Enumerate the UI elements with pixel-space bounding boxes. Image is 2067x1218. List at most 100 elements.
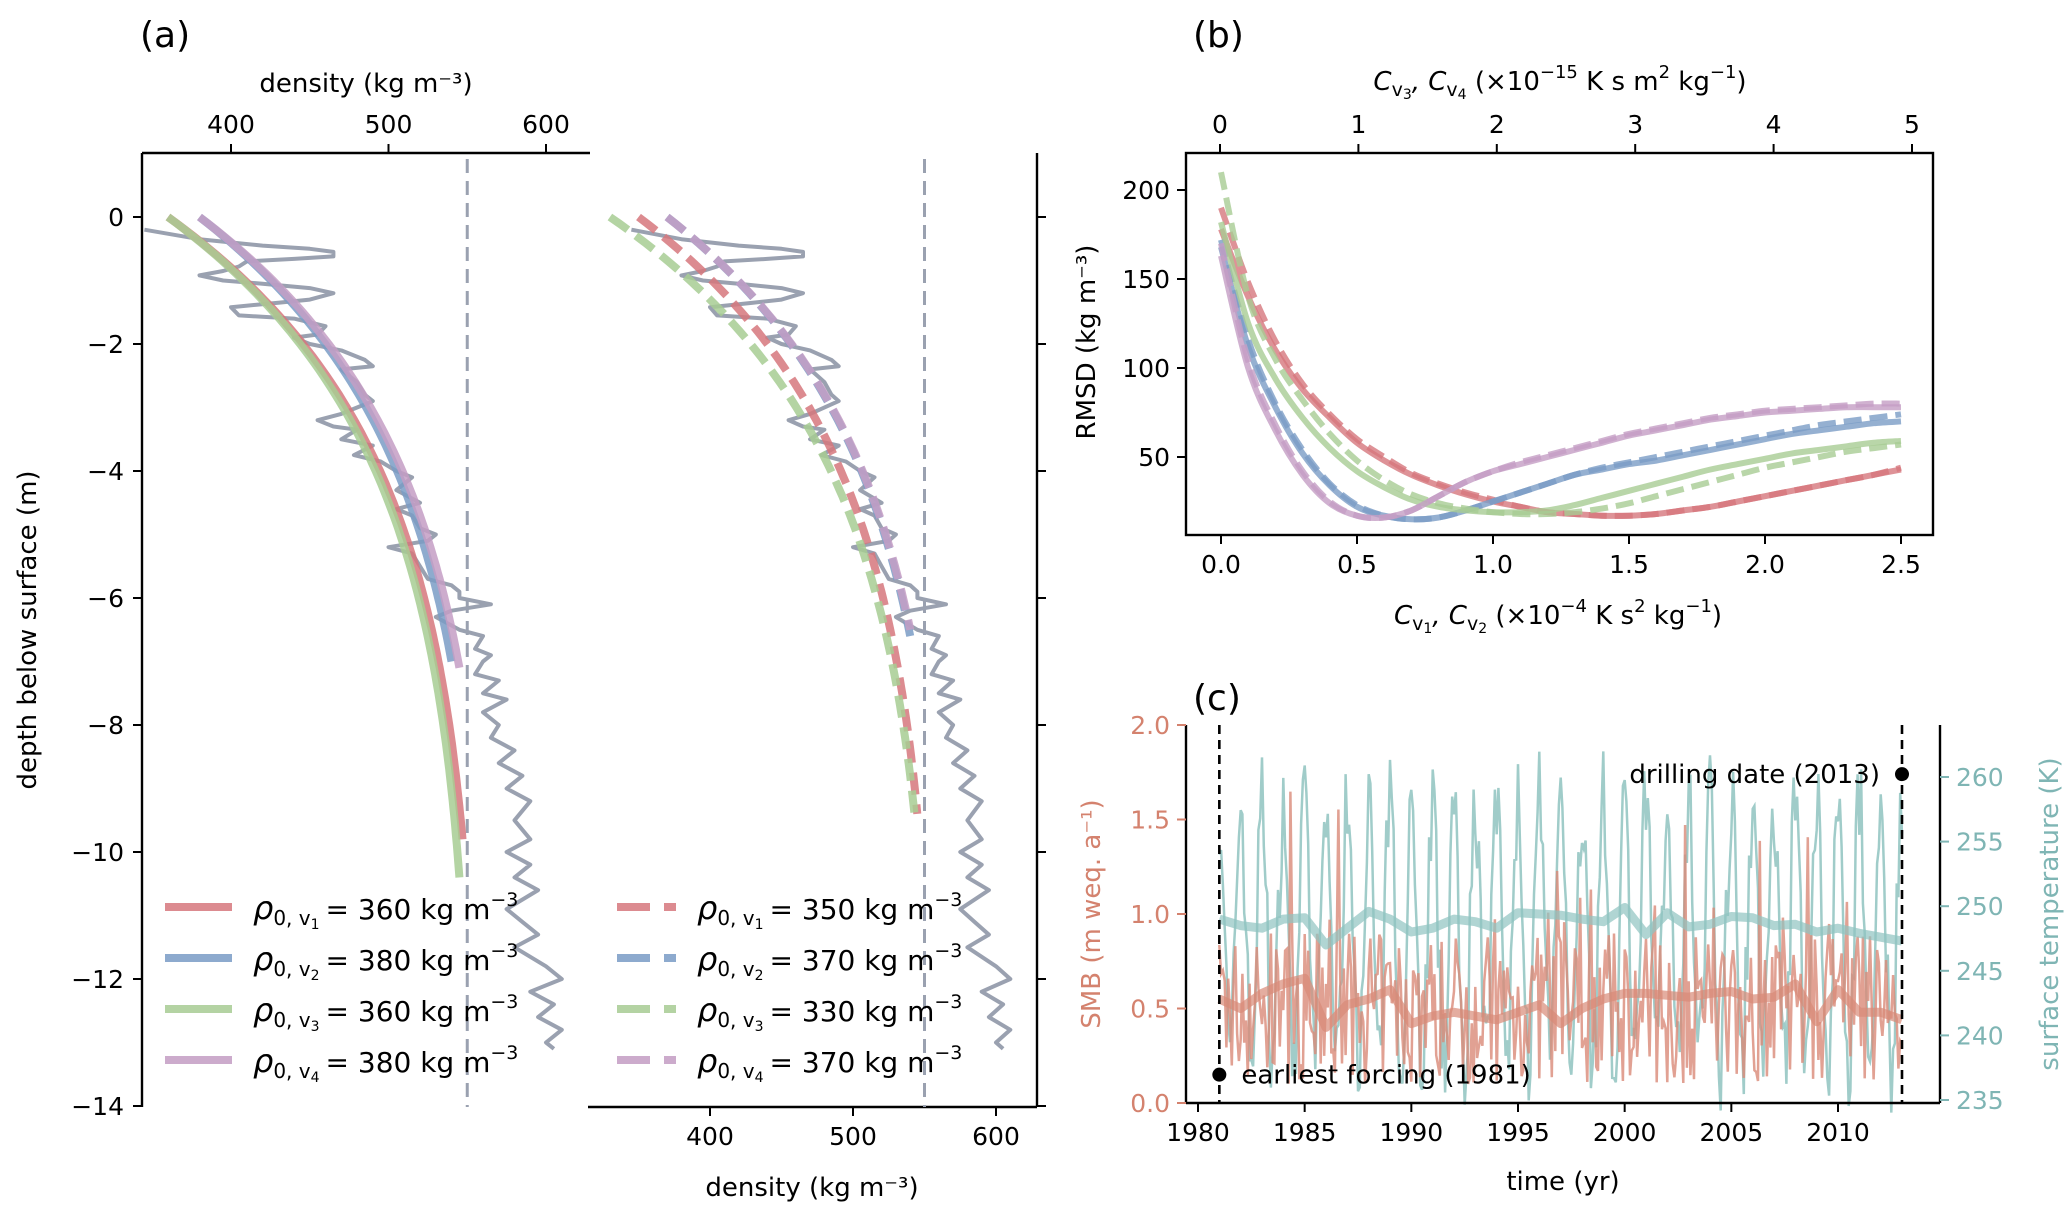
b-top-xtick-label: 2 [1489,110,1505,139]
label-part: C [1373,67,1392,97]
model-line-v3 [165,213,464,878]
rmsd-line-v3-dashed [1218,171,1902,518]
model-line-v2 [197,213,456,663]
a-left-subplot: 400 500 600 [142,110,590,1107]
c-xtick-label: 1990 [1380,1118,1444,1147]
model-line-v4 [664,213,915,631]
label-part: (×10 [1467,67,1540,97]
a-legend-left: ρ0, v1 = 360 kg m−3ρ0, v2 = 380 kg m−3ρ0, … [165,889,518,1086]
label-part: 4 [1458,87,1467,103]
a-ylabel: depth below surface (m) [13,470,43,789]
legend-sub: 0, v [273,1008,310,1032]
a-ytick-label: −10 [71,838,124,867]
rmsd-line-v1-dashed [1218,206,1902,519]
label-part: ) [1736,67,1746,97]
c-xtick-label: 2005 [1700,1118,1764,1147]
b-xlabel-top: Cv3, Cv4 (×10−15 K s m2 kg−1) [1373,62,1746,103]
legend-sub: 0, v [717,1059,754,1083]
a-y-axis: 0 −2 −4 −6 −8 −10 −12 −14 [71,153,144,1121]
b-ytick-label: 200 [1122,176,1170,205]
b-xtick-label: 2.5 [1881,550,1921,579]
b-plot: 50 100 150 200 0.0 0.5 1.0 1.5 2.0 2.5 0 1 2 3 4 5 [1122,110,1935,579]
a-ytick-label: −4 [87,457,124,486]
c-xtick-label: 1985 [1273,1118,1337,1147]
label-part: 2 [1478,621,1487,637]
model-line-v4 [197,213,464,669]
legend-label: ρ0, v3 = 360 kg m−3 [253,991,518,1035]
panel-label-c: (c) [1193,678,1241,719]
c-right-ytick-label: 255 [1956,828,2004,857]
drilling-date-label: drilling date (2013) [1629,760,1880,790]
legend-idx: 1 [311,917,320,933]
legend-idx: 4 [311,1070,320,1086]
label-part: v [1412,613,1423,635]
b-ytick-label: 50 [1138,443,1170,472]
temperature-smoothed-line [1217,903,1903,950]
panel-c: (c) 1980 1985 1990 1995 2000 2005 2010 0.0 0.5 1.… [1077,678,2065,1197]
legend-rho: ρ [253,991,273,1029]
b-xtick-label: 0.0 [1201,550,1241,579]
b-xtick-label: 1.0 [1473,550,1513,579]
b-xtick-label: 1.5 [1609,550,1649,579]
label-part: 2 [1634,596,1645,617]
c-ylabel-right: surface temperature (K) [2035,757,2065,1070]
b-top-xtick-label: 5 [1904,110,1920,139]
c-left-ytick-label: 0.5 [1130,995,1170,1024]
rmsd-line-v1-solid [1218,228,1902,519]
label-part: K s [1587,601,1634,631]
legend-value: = 370 kg m [770,944,935,977]
legend-rho: ρ [697,940,717,978]
rmsd-line-v4-dashed [1218,242,1902,522]
a-left-xtick-label: 400 [207,110,255,139]
a-left-xtick-label: 600 [522,110,570,139]
model-line-v3 [607,213,919,815]
b-top-xtick-label: 0 [1212,110,1228,139]
label-part: 2 [1659,62,1670,83]
legend-label: ρ0, v2 = 370 kg m−3 [697,940,962,984]
b-top-xtick-label: 1 [1350,110,1366,139]
c-xtick-label: 1995 [1486,1118,1550,1147]
legend-rho: ρ [253,889,273,927]
legend-label: ρ0, v3 = 330 kg m−3 [697,991,962,1035]
legend-label: ρ0, v4 = 370 kg m−3 [697,1042,962,1086]
c-left-ytick-label: 1.5 [1130,806,1170,835]
rmsd-line-v3-solid [1218,221,1902,516]
a-left-xtick-label: 500 [365,110,413,139]
drilling-date-marker [1895,767,1909,782]
legend-label: ρ0, v1 = 350 kg m−3 [697,889,962,933]
legend-exp: −3 [490,991,518,1013]
legend-idx: 2 [755,968,764,984]
label-part: (×10 [1487,601,1560,631]
label-part: −15 [1540,62,1578,83]
legend-exp: −3 [490,940,518,962]
label-part: v [1392,79,1403,101]
legend-sub: 0, v [717,906,754,930]
legend-exp: −3 [934,940,962,962]
a-ytick-label: 0 [108,203,124,232]
label-part: −1 [1685,596,1712,617]
a-ytick-label: −2 [87,330,124,359]
legend-exp: −3 [934,991,962,1013]
c-xtick-label: 2000 [1593,1118,1657,1147]
panel-label-a: (a) [140,15,190,56]
c-xtick-label: 2010 [1806,1118,1870,1147]
label-part: −4 [1560,596,1587,617]
b-top-xtick-label: 4 [1766,110,1782,139]
legend-sub: 0, v [273,1059,310,1083]
legend-exp: −3 [490,889,518,911]
a-bottom-xlabel: density (kg m⁻³) [705,1173,918,1203]
legend-value: = 330 kg m [770,995,935,1028]
legend-exp: −3 [934,1042,962,1064]
c-left-ytick-label: 1.0 [1130,900,1170,929]
earliest-forcing-label: earliest forcing (1981) [1241,1061,1530,1091]
legend-sub: 0, v [717,957,754,981]
legend-label: ρ0, v4 = 380 kg m−3 [253,1042,518,1086]
label-part: ) [1712,601,1722,631]
a-right-subplot: 400 500 600 [588,153,1046,1151]
b-xlabel-bottom: Cv1, Cv2 (×10−4 K s2 kg−1) [1394,596,1722,637]
c-right-ytick-label: 240 [1956,1021,2004,1050]
legend-rho: ρ [697,1042,717,1080]
legend-rho: ρ [253,1042,273,1080]
smb-smoothed-line [1217,973,1904,1032]
